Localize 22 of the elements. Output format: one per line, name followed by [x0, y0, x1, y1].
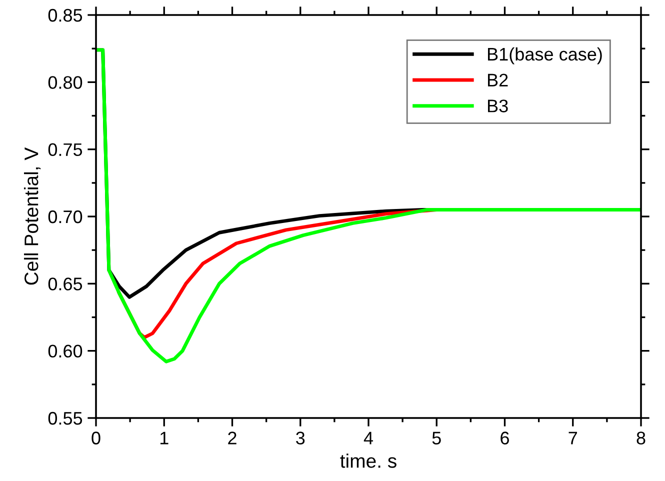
- x-tick-label: 8: [636, 432, 646, 444]
- x-tick-label: 6: [500, 432, 509, 444]
- y-tick-label: 0.75: [48, 143, 82, 156]
- y-tick-label: 0.85: [48, 8, 82, 22]
- y-tick-label: 0.55: [48, 412, 82, 425]
- x-tick-label: 1: [160, 432, 168, 444]
- line-series: [96, 48, 641, 364]
- x-tick-label: 3: [296, 432, 305, 444]
- x-tick-label: 0: [92, 432, 100, 444]
- y-tick-label: 0.80: [48, 76, 82, 89]
- x-tick-label: 5: [432, 432, 441, 444]
- x-tick-label: 7: [568, 432, 577, 444]
- y-axis-title: Cell Potential, V: [24, 147, 41, 285]
- legend-label: B2: [488, 74, 508, 86]
- x-axis-title: time. s: [340, 454, 396, 468]
- x-tick-label: 2: [228, 432, 236, 444]
- y-tick-label: 0.60: [48, 344, 82, 358]
- y-tick-label: 0.70: [48, 210, 82, 224]
- legend-label: B3: [488, 100, 508, 112]
- y-tick-label: 0.65: [48, 278, 82, 290]
- x-tick-label: 4: [364, 432, 373, 444]
- legend-label: B1(base case): [488, 47, 602, 64]
